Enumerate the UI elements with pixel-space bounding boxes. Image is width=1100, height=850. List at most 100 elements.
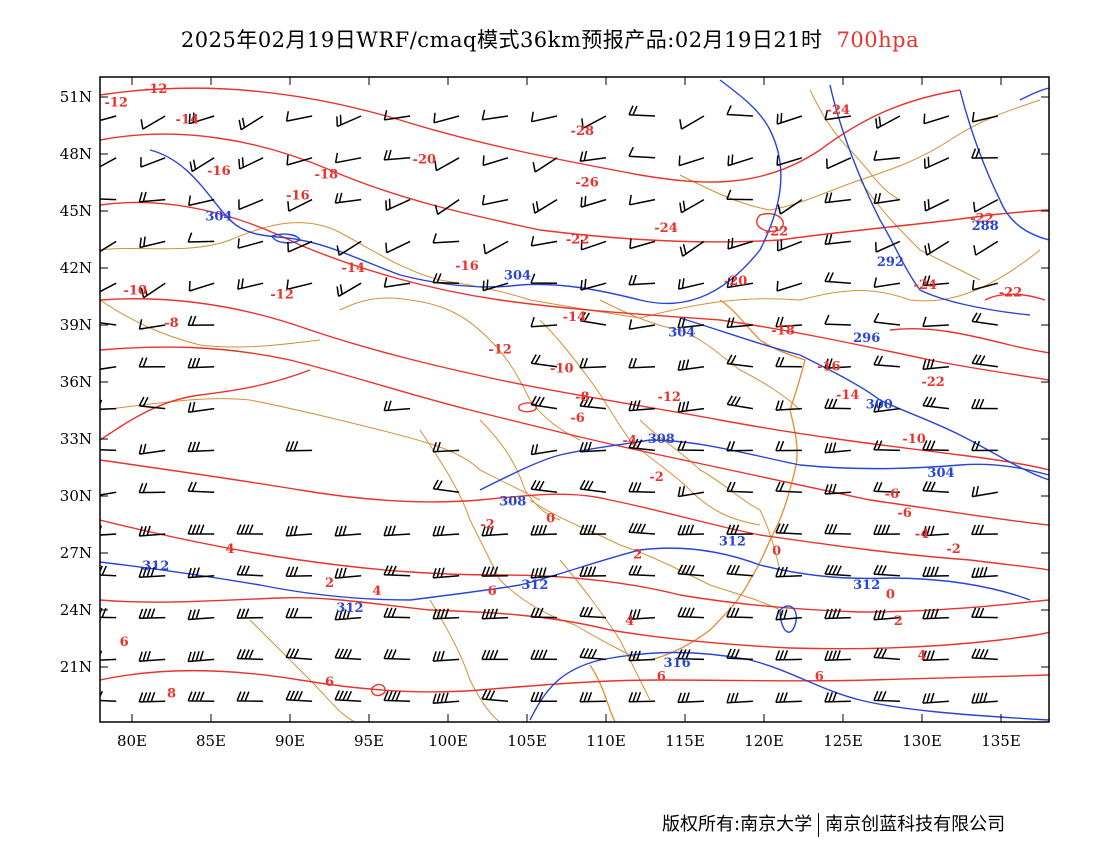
temperature-label-15: -22 <box>921 375 945 390</box>
wind-barb-215 <box>726 607 753 619</box>
wind-barb-110 <box>187 357 215 369</box>
lon-label-110e: 110E <box>586 732 626 750</box>
temperature-label-21: -16 <box>455 259 479 274</box>
lon-label-90e: 90E <box>275 732 305 750</box>
wind-barb-220 <box>971 607 998 619</box>
wind-barb-96 <box>138 319 166 330</box>
wind-barb-100 <box>628 319 656 330</box>
wind-barb-62 <box>336 240 362 256</box>
temperature-label-9: -24 <box>827 103 851 118</box>
wind-barb-180 <box>873 524 900 535</box>
temperature-label-48: 4 <box>625 614 634 629</box>
temperature-label-54: 6 <box>815 669 824 684</box>
temperature-label-27: -10 <box>902 432 926 447</box>
wind-barb-17 <box>923 113 950 125</box>
wind-barb-170 <box>383 525 411 537</box>
wind-barb-148 <box>922 440 949 452</box>
wind-barb-146 <box>824 442 851 454</box>
copyright-left: 版权所有:南京大学 <box>662 814 813 835</box>
wind-barb-217 <box>824 608 851 620</box>
wind-barb-95 <box>100 322 117 326</box>
lat-label-24n: 24N <box>60 601 92 619</box>
wind-barb-91 <box>824 272 851 284</box>
wind-barb-109 <box>138 357 166 368</box>
temperature-label-42: 0 <box>772 544 781 559</box>
wind-barb-74 <box>924 240 950 256</box>
wind-barb-21 <box>189 157 215 173</box>
wind-barb-247 <box>432 692 460 705</box>
wind-barb-24 <box>334 152 362 164</box>
lat-label-27n: 27N <box>60 544 92 562</box>
wind-barb-200 <box>922 566 949 578</box>
wind-barb-44 <box>385 198 411 211</box>
temperature-label-39: 0 <box>546 512 555 527</box>
wind-barb-208 <box>383 607 411 619</box>
wind-barb-129 <box>726 395 754 410</box>
wind-barb-61 <box>287 240 313 253</box>
wind-barb-257 <box>922 692 949 704</box>
temperature-label-10: -24 <box>654 221 678 236</box>
wind-barb-102 <box>726 317 753 329</box>
wind-barb-94 <box>971 279 998 291</box>
lon-label-130e: 130E <box>902 732 942 750</box>
wind-barb-179 <box>824 523 851 535</box>
wind-barb-16 <box>875 115 901 129</box>
wind-barb-34 <box>825 157 852 170</box>
wind-barb-251 <box>628 691 656 703</box>
wind-barb-250 <box>579 691 607 703</box>
temperature-label-0: -12 <box>104 96 128 111</box>
temperature-label-33: -6 <box>885 487 899 502</box>
wind-barb-147 <box>873 440 900 452</box>
temperature-labels: -12-12-14-16-16-18-20-28-26-24-24-22-22-… <box>104 82 1022 701</box>
wind-barb-4 <box>285 111 313 122</box>
wind-barb-47 <box>532 198 558 214</box>
wind-barb-56 <box>972 198 999 213</box>
temperature-label-3: -16 <box>207 164 231 179</box>
wind-barb-8 <box>481 109 509 121</box>
temperature-label-22: -14 <box>341 261 365 276</box>
wind-barbs <box>100 105 999 705</box>
wind-barb-3 <box>238 115 264 131</box>
wind-barb-133 <box>922 396 949 410</box>
wind-barb-149 <box>971 440 998 452</box>
wind-barb-253 <box>726 692 753 704</box>
wind-barb-171 <box>432 525 460 537</box>
temperature-label-4: -16 <box>286 189 310 204</box>
wind-barb-214 <box>677 607 705 619</box>
wind-barb-145 <box>775 440 802 452</box>
wind-barb-163 <box>971 485 998 498</box>
wind-barb-53 <box>824 192 851 204</box>
wind-barb-118 <box>873 355 900 368</box>
wind-barb-142 <box>628 438 656 452</box>
wind-barb-35 <box>873 150 900 161</box>
temperature-label-30: -8 <box>164 316 178 331</box>
wind-barb-22 <box>238 157 264 170</box>
wind-barb-240 <box>100 690 117 702</box>
temperature-label-34: -6 <box>897 506 911 521</box>
wind-barb-106 <box>922 316 949 328</box>
wind-barb-84 <box>482 279 509 292</box>
wind-barb-36 <box>923 156 950 170</box>
wind-barb-72 <box>824 234 851 246</box>
lon-label-85e: 85E <box>196 732 226 750</box>
wind-barb-77 <box>140 282 166 299</box>
wind-barb-99 <box>579 311 607 326</box>
temperature-label-12: -22 <box>765 225 789 240</box>
wind-barb-252 <box>677 692 705 704</box>
wind-barb-136 <box>138 443 166 455</box>
height-label-2: 304 <box>668 325 695 340</box>
wind-barb-69 <box>679 240 705 257</box>
wind-barb-256 <box>873 690 900 702</box>
height-label-7: 308 <box>648 432 675 447</box>
wind-barb-184 <box>138 566 166 578</box>
wind-barb-176 <box>677 524 705 536</box>
wind-barb-1 <box>140 115 166 130</box>
wind-barb-28 <box>532 157 558 173</box>
height-label-14: 312 <box>853 578 880 593</box>
wind-barb-210 <box>481 608 509 620</box>
wind-barb-43 <box>334 192 362 204</box>
wind-barb-59 <box>187 232 215 243</box>
temperature-label-38: -2 <box>946 542 960 557</box>
wind-barb-178 <box>775 523 802 535</box>
